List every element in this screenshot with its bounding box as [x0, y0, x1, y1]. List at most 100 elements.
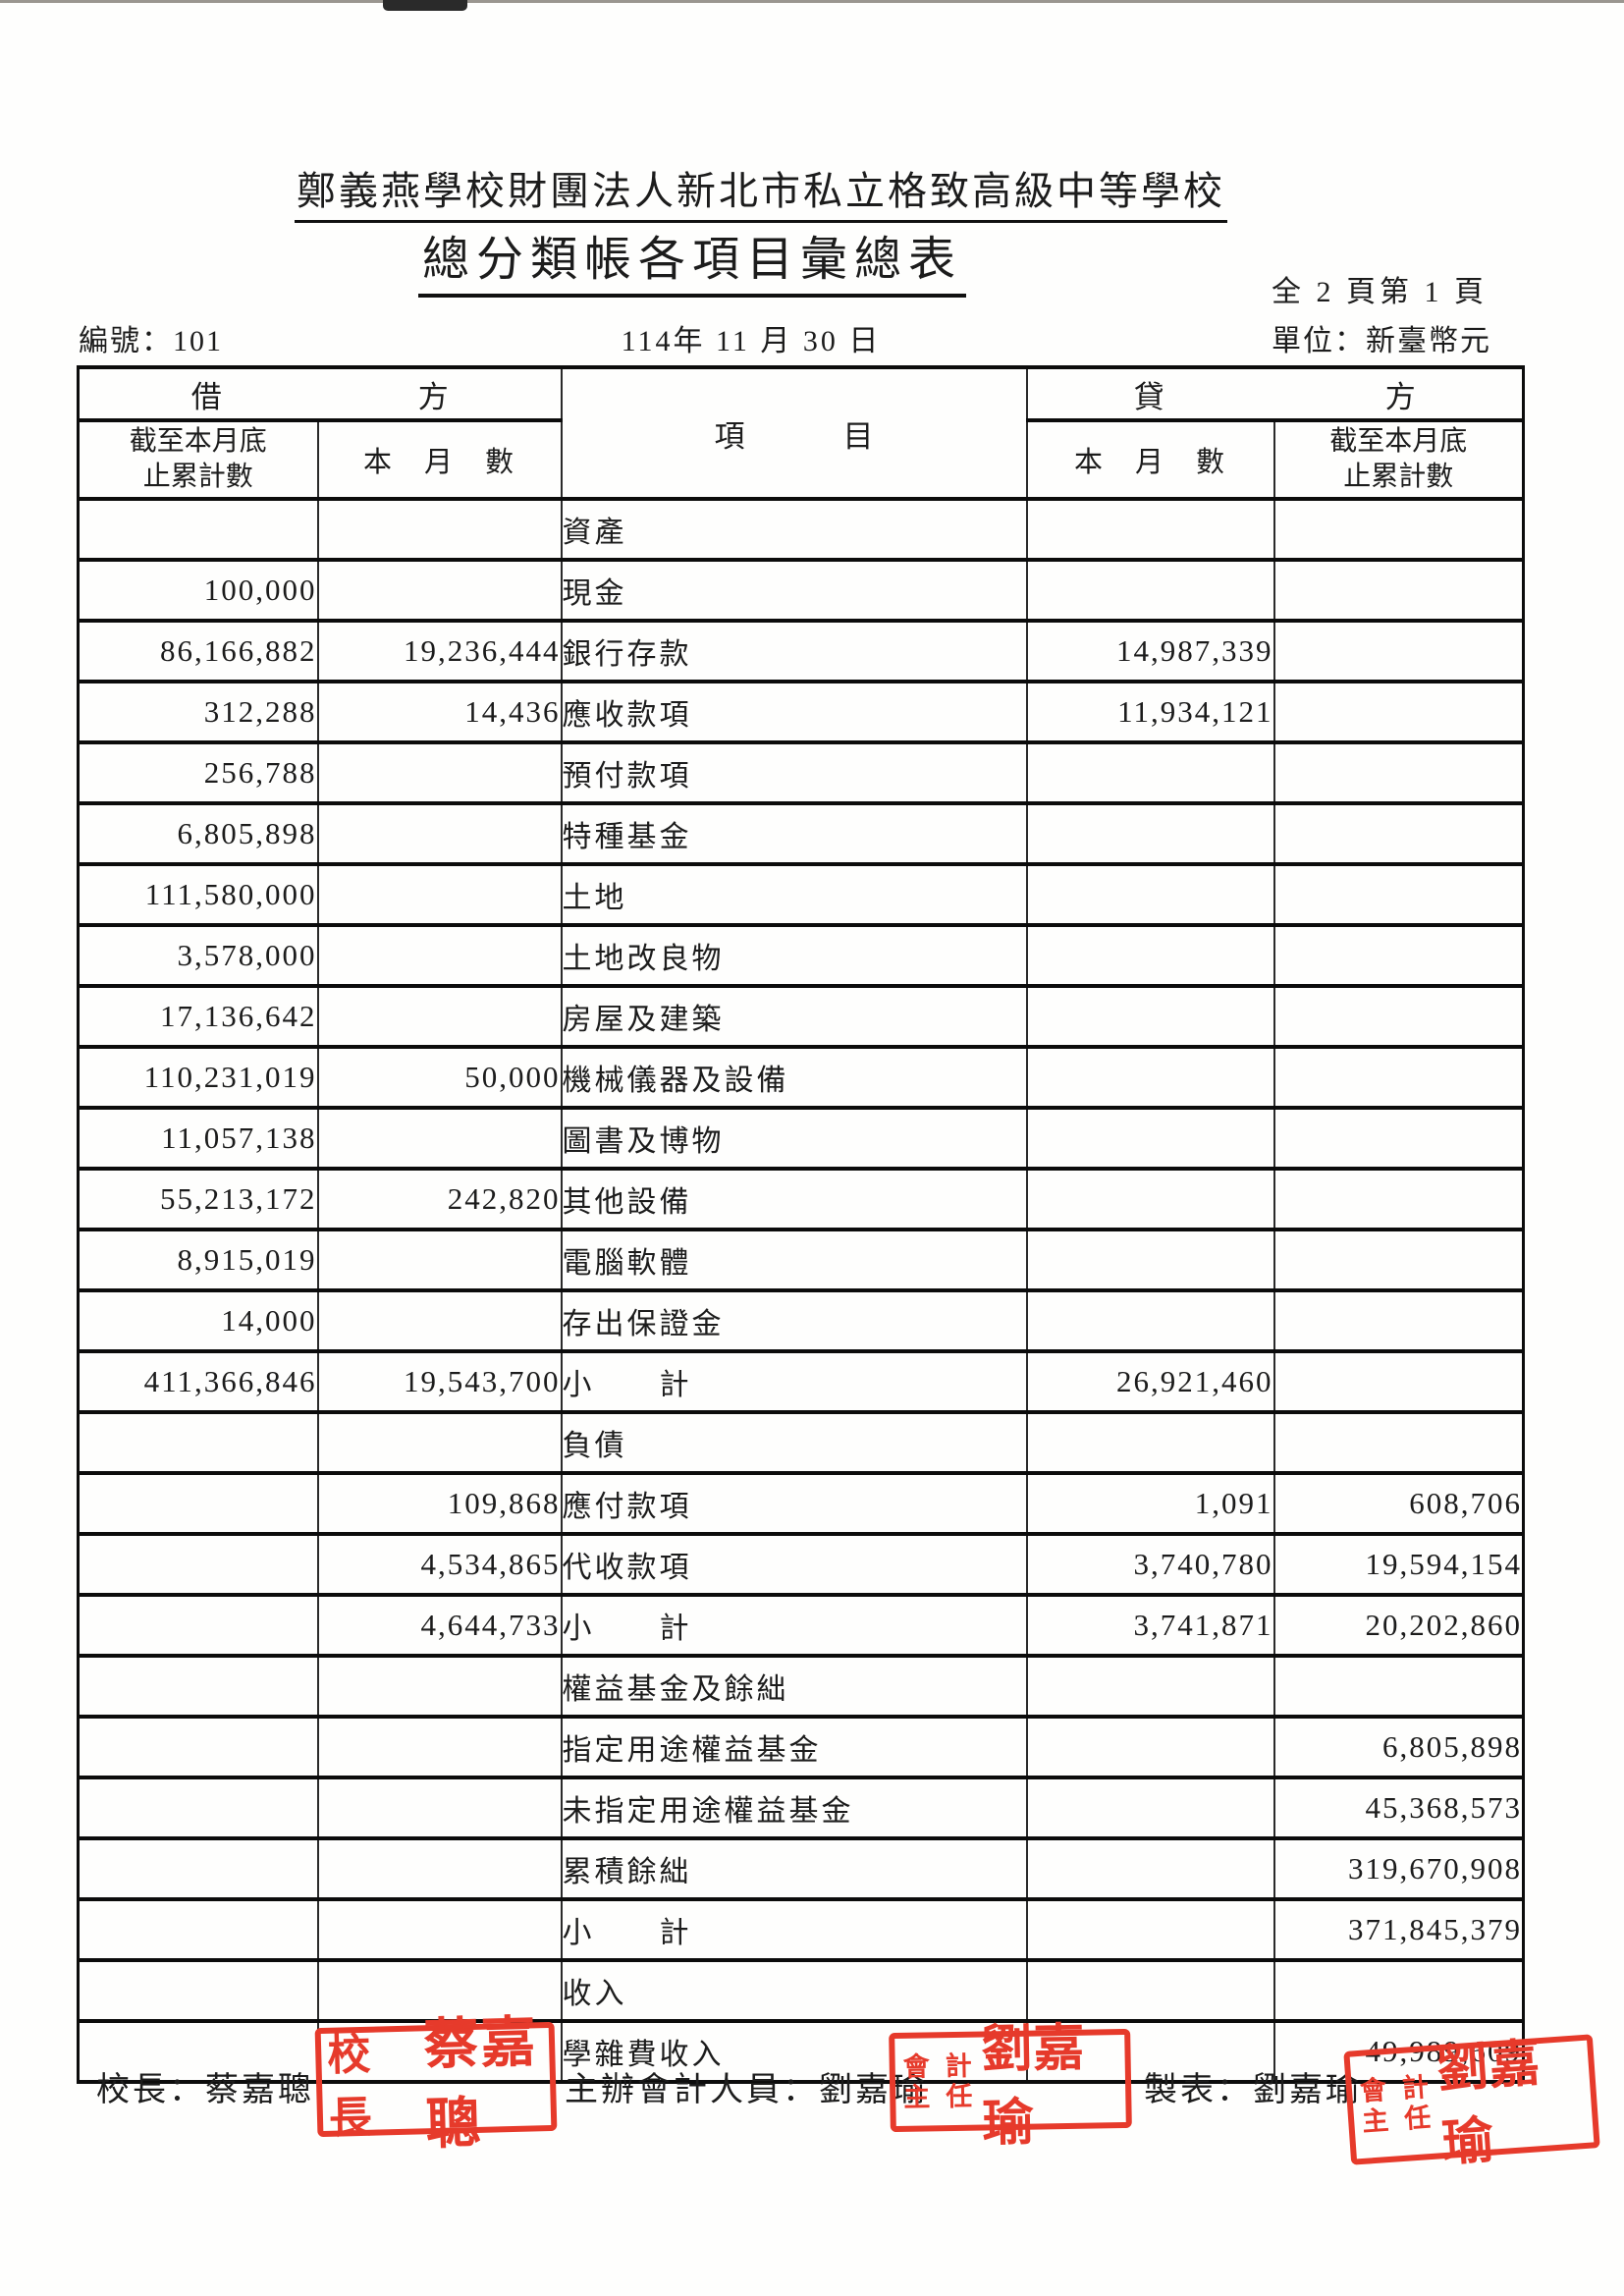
table-row: 109,868 應付款項 1,091 608,706 — [77, 1471, 1525, 1536]
debit-cum-cell — [77, 1836, 319, 1901]
stamp-char-ji: 計 — [945, 2050, 972, 2081]
debit-cum-cell: 8,915,019 — [77, 1228, 319, 1292]
debit-cum-cell: 111,580,000 — [77, 862, 319, 927]
credit-month-cell — [1025, 923, 1275, 988]
header-row-columns: 截至本月底 止累計數 本 月 數 本 月 數 截至本月底 止累計數 — [77, 418, 1525, 501]
page-title: 總分類帳各項目彙總表 — [417, 220, 966, 298]
credit-char-1: 貸 — [1133, 379, 1164, 414]
preparer-stamp: 會 計 主 任 劉嘉瑜 — [1343, 2034, 1600, 2172]
credit-cum-cell: 49,989,609 — [1272, 2019, 1525, 2084]
credit-cum-cell — [1272, 1167, 1525, 1231]
debit-month-cell — [316, 1228, 563, 1292]
credit-month-cell — [1025, 862, 1275, 927]
item-cell: 土地改良物 — [560, 923, 1028, 988]
table-row: 權益基金及餘絀 — [77, 1654, 1525, 1719]
debit-cum-cell — [77, 1776, 319, 1840]
debit-cum-cell: 11,057,138 — [77, 1106, 319, 1171]
table-row: 小 計 371,845,379 — [77, 1897, 1525, 1962]
credit-month-cell — [1025, 801, 1275, 866]
credit-group-header: 貸 方 — [1025, 365, 1525, 421]
header-row-groups: 借 方 項 目 貸 方 — [77, 365, 1525, 500]
stamp-char-ren: 任 — [1403, 2102, 1433, 2134]
credit-month-cell — [1025, 1836, 1275, 1901]
principal-stamp-title: 校長 — [326, 2029, 389, 2143]
debit-month-cell — [316, 2019, 563, 2084]
debit-cum-cell: 86,166,882 — [77, 619, 319, 683]
credit-cum-cell — [1272, 801, 1525, 866]
table-row: 411,366,846 19,543,700 小 計 26,921,460 — [77, 1349, 1525, 1414]
debit-month-cell: 242,820 — [316, 1167, 563, 1231]
credit-cum-cell — [1272, 984, 1525, 1049]
cum-header-line2: 止累計數 — [142, 462, 253, 492]
debit-month-cell: 4,534,865 — [316, 1532, 563, 1597]
credit-cum-cell — [1272, 923, 1525, 988]
debit-cum-cell — [77, 1897, 319, 1962]
item-char-2: 目 — [842, 418, 874, 454]
credit-cum-cell — [1272, 1654, 1525, 1719]
credit-month-cell — [1025, 1228, 1275, 1292]
debit-month-cell: 19,543,700 — [316, 1349, 563, 1414]
table-row: 未指定用途權益基金 45,368,573 — [77, 1776, 1525, 1840]
stamp-char-ren: 任 — [946, 2081, 973, 2111]
ledger-table: 借 方 項 目 貸 方 — [77, 365, 1525, 2084]
credit-month-cell — [1025, 2019, 1275, 2084]
item-cell: 累積餘絀 — [560, 1836, 1028, 1901]
debit-month-cell — [316, 1654, 563, 1719]
debit-month-cell: 19,236,444 — [316, 619, 563, 683]
debit-cum-cell: 55,213,172 — [77, 1167, 319, 1231]
table-row: 111,580,000 土地 — [77, 862, 1525, 927]
table-row: 學雜費收入 49,989,609 — [77, 2019, 1525, 2084]
preparer-signature: 製表：劉嘉瑜 — [1144, 2072, 1362, 2108]
credit-cum-cell — [1272, 1349, 1525, 1414]
principal-stamp: 校長 蔡嘉聰 — [314, 2012, 558, 2156]
table-row: 100,000 現金 — [77, 558, 1525, 623]
debit-month-cell — [316, 923, 563, 988]
debit-cum-cell: 312,288 — [77, 680, 319, 744]
debit-cum-cell — [77, 2019, 319, 2084]
credit-month-cell — [1025, 1288, 1275, 1353]
table-row: 8,915,019 電腦軟體 — [77, 1228, 1525, 1292]
credit-month-cell — [1025, 1167, 1275, 1231]
credit-cum-cell: 19,594,154 — [1272, 1532, 1525, 1597]
scan-edge-artifact — [0, 0, 1624, 3]
table-row: 4,534,865 代收款項 3,740,780 19,594,154 — [77, 1532, 1525, 1597]
item-cell: 圖書及博物 — [560, 1106, 1028, 1171]
item-char-1: 項 — [714, 418, 745, 454]
debit-cum-cell — [77, 1958, 319, 2023]
item-cell: 機械儀器及設備 — [560, 1045, 1028, 1110]
accounting-chief-stamp: 會 計 主 任 劉嘉瑜 — [889, 2020, 1132, 2152]
table-row: 256,788 預付款項 — [77, 740, 1525, 805]
item-cell: 未指定用途權益基金 — [560, 1776, 1028, 1840]
credit-month-cell — [1025, 1715, 1275, 1779]
serial-number: 編號：101 — [79, 325, 223, 357]
debit-char-2: 方 — [417, 379, 449, 414]
table-row: 4,644,733 小 計 3,741,871 20,202,860 — [77, 1593, 1525, 1658]
item-cell: 負債 — [560, 1410, 1028, 1475]
credit-cum-cell — [1272, 619, 1525, 683]
debit-month-cell — [316, 801, 563, 866]
credit-char-2: 方 — [1384, 379, 1416, 414]
credit-cum-cell — [1272, 862, 1525, 927]
credit-cumulative-header: 截至本月底 止累計數 — [1272, 418, 1525, 501]
scan-smudge-artifact — [383, 0, 467, 11]
credit-cum-cell — [1272, 1958, 1525, 2023]
credit-month-cell — [1025, 1106, 1275, 1171]
accounting-stamp-name: 劉嘉瑜 — [980, 2020, 1086, 2152]
credit-month-cell: 11,934,121 — [1025, 680, 1275, 744]
table-row: 110,231,019 50,000 機械儀器及設備 — [77, 1045, 1525, 1110]
credit-month-cell — [1025, 497, 1275, 562]
credit-cum-cell: 45,368,573 — [1272, 1776, 1525, 1840]
item-cell: 房屋及建築 — [560, 984, 1028, 1049]
item-cell: 特種基金 — [560, 801, 1028, 866]
debit-cumulative-header: 截至本月底 止累計數 — [77, 418, 319, 501]
table-row: 14,000 存出保證金 — [77, 1288, 1525, 1353]
accounting-stamp-title: 會 計 主 任 — [902, 2050, 973, 2111]
table-row: 55,213,172 242,820 其他設備 — [77, 1167, 1525, 1231]
item-cell: 小 計 — [560, 1897, 1028, 1962]
item-cell: 現金 — [560, 558, 1028, 623]
debit-cum-cell — [77, 1654, 319, 1719]
credit-month-header: 本 月 數 — [1025, 418, 1275, 501]
debit-month-cell — [316, 558, 563, 623]
credit-month-cell — [1025, 1045, 1275, 1110]
